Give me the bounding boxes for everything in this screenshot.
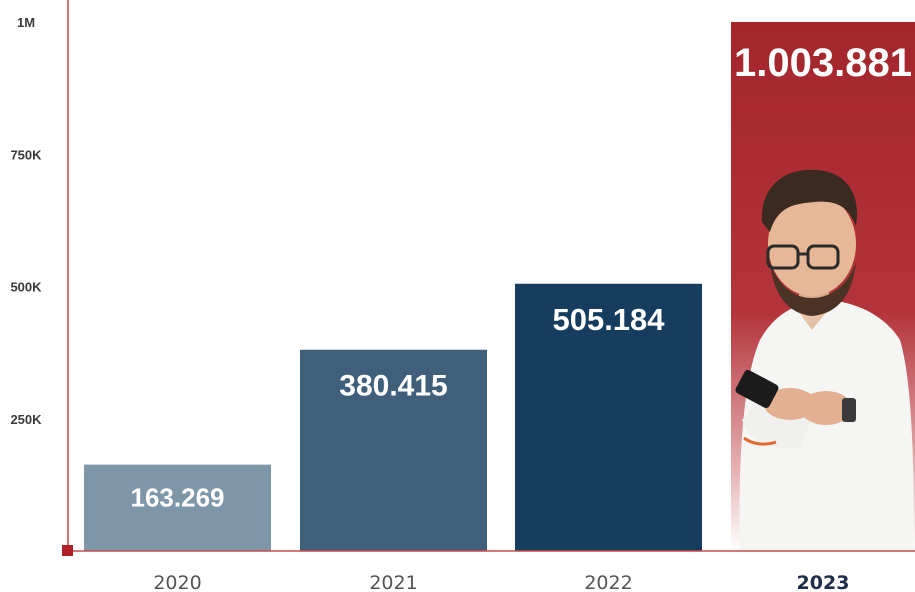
data-label-2022: 505.184	[552, 302, 665, 337]
data-label-2021: 380.415	[339, 369, 447, 402]
y-tick-500K: 500K	[10, 280, 42, 295]
x-tick-2021: 2021	[369, 572, 417, 592]
axis-origin-marker	[62, 545, 73, 556]
y-tick-1M: 1M	[17, 15, 35, 30]
data-label-2020: 163.269	[131, 483, 225, 513]
bar-2022	[515, 283, 702, 551]
y-tick-750K: 750K	[10, 147, 42, 162]
data-label-2023: 1.003.881	[734, 41, 912, 85]
y-tick-250K: 250K	[10, 412, 42, 427]
data-labels-group: 163.269 380.415 505.184 1.003.881	[131, 41, 912, 513]
x-tick-2022: 2022	[584, 572, 632, 592]
person-with-phone-photo	[735, 169, 914, 550]
bar-2020	[84, 464, 271, 551]
x-tick-labels: 2020 2021 2022 2023	[153, 572, 849, 592]
x-tick-2020: 2020	[153, 572, 201, 592]
bar-2021	[300, 349, 487, 551]
y-tick-labels: 250K 500K 750K 1M	[10, 15, 42, 427]
x-tick-2023: 2023	[797, 572, 850, 592]
